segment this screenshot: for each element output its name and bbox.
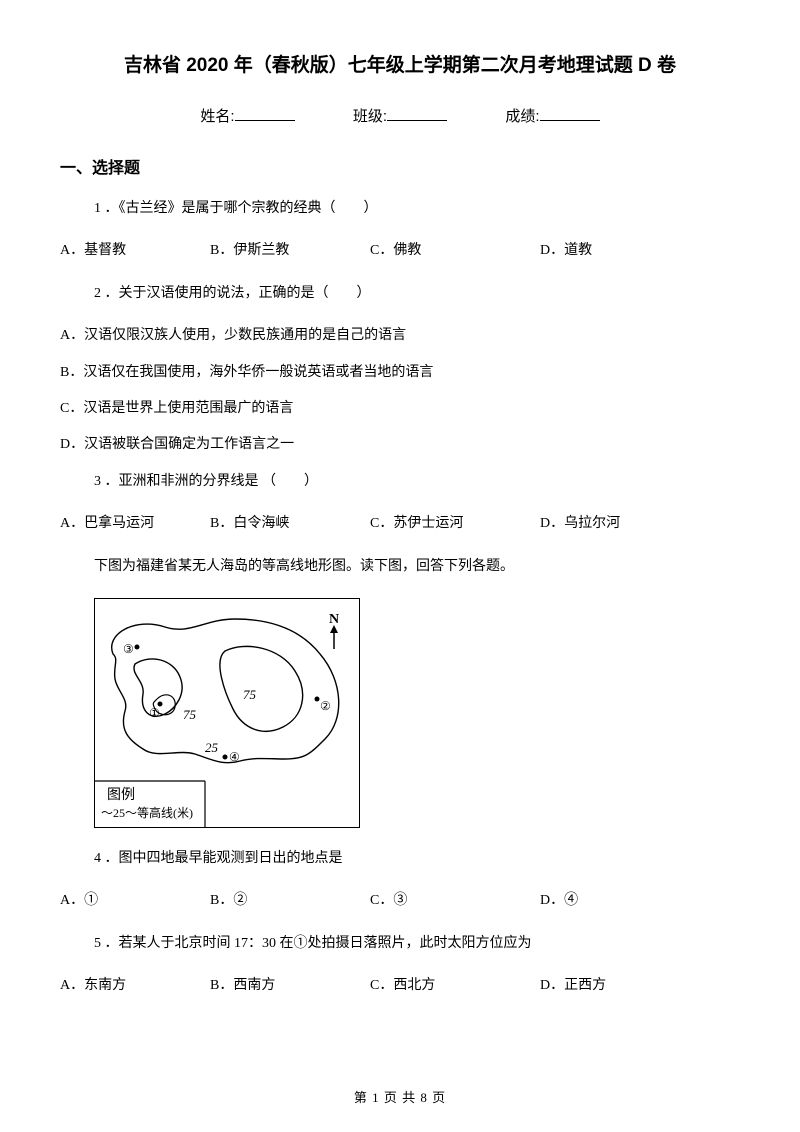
q5-opt-c: C．西北方 [370,975,540,997]
mark-1: ① [149,706,160,720]
name-blank [235,107,295,121]
legend-title: 图例 [107,787,135,803]
q1-text: 1 ．《古兰经》是属于哪个宗教的经典（ ） [60,198,740,220]
page-title: 吉林省 2020 年（春秋版）七年级上学期第二次月考地理试题 D 卷 [60,50,740,77]
q4-opt-d: D．④ [540,890,578,912]
q2-opt-a: A．汉语仅限汉族人使用，少数民族通用的是自己的语言 [60,325,740,347]
q1-opt-d: D．道教 [540,240,592,262]
q4-opt-c: C．③ [370,890,540,912]
score-label: 成绩: [505,108,539,125]
q1-options: A．基督教 B．伊斯兰教 C．佛教 D．道教 [60,240,740,262]
q3-opt-c: C．苏伊士运河 [370,513,540,535]
score-blank [540,107,600,121]
q2-opt-d: D．汉语被联合国确定为工作语言之一 [60,434,740,456]
class-blank [387,107,447,121]
q4-options: A．① B．② C．③ D．④ [60,890,740,912]
name-label: 姓名: [200,108,234,125]
contour-svg: 75 75 25 ① ② ③ ④ N 图例 ～25～等高线(米) [95,599,359,827]
q5-text: 5 ．若某人于北京时间 17：30 在①处拍摄日落照片，此时太阳方位应为 [60,933,740,955]
class-label: 班级: [353,108,387,125]
contour-75b: 75 [183,707,197,722]
stem-q4q5: 下图为福建省某无人海岛的等高线地形图。读下图，回答下列各题。 [60,556,740,578]
page-footer: 第 1 页 共 8 页 [0,1087,800,1106]
q3-options: A．巴拿马运河 B．白令海峡 C．苏伊士运河 D．乌拉尔河 [60,513,740,535]
q4-opt-b: B．② [210,890,370,912]
q5-options: A．东南方 B．西南方 C．西北方 D．正西方 [60,975,740,997]
section-1-header: 一、选择题 [60,154,740,178]
q4-opt-a: A．① [60,890,210,912]
q2-text: 2 ．关于汉语使用的说法，正确的是（ ） [60,283,740,305]
q3-text: 3 ．亚洲和非洲的分界线是 （ ） [60,471,740,493]
q4-text: 4 ．图中四地最早能观测到日出的地点是 [60,848,740,870]
q5-opt-d: D．正西方 [540,975,606,997]
contour-map-figure: 75 75 25 ① ② ③ ④ N 图例 ～25～等高线(米) [94,598,360,828]
mark-3: ③ [123,642,134,656]
q3-opt-d: D．乌拉尔河 [540,513,620,535]
q3-opt-b: B．白令海峡 [210,513,370,535]
q1-opt-c: C．佛教 [370,240,540,262]
contour-75a: 75 [243,687,257,702]
q2-opt-b: B．汉语仅在我国使用，海外华侨一般说英语或者当地的语言 [60,362,740,384]
mark-2: ② [320,699,331,713]
q5-opt-a: A．东南方 [60,975,210,997]
compass-n: N [329,612,339,627]
mark-4: ④ [229,750,240,764]
contour-25: 25 [205,740,219,755]
q1-opt-b: B．伊斯兰教 [210,240,370,262]
legend-line: ～25～等高线(米) [101,805,193,820]
q1-opt-a: A．基督教 [60,240,210,262]
q2-options: A．汉语仅限汉族人使用，少数民族通用的是自己的语言 B．汉语仅在我国使用，海外华… [60,325,740,457]
q3-opt-a: A．巴拿马运河 [60,513,210,535]
q5-opt-b: B．西南方 [210,975,370,997]
student-info-line: 姓名: 班级: 成绩: [60,105,740,126]
q2-opt-c: C．汉语是世界上使用范围最广的语言 [60,398,740,420]
